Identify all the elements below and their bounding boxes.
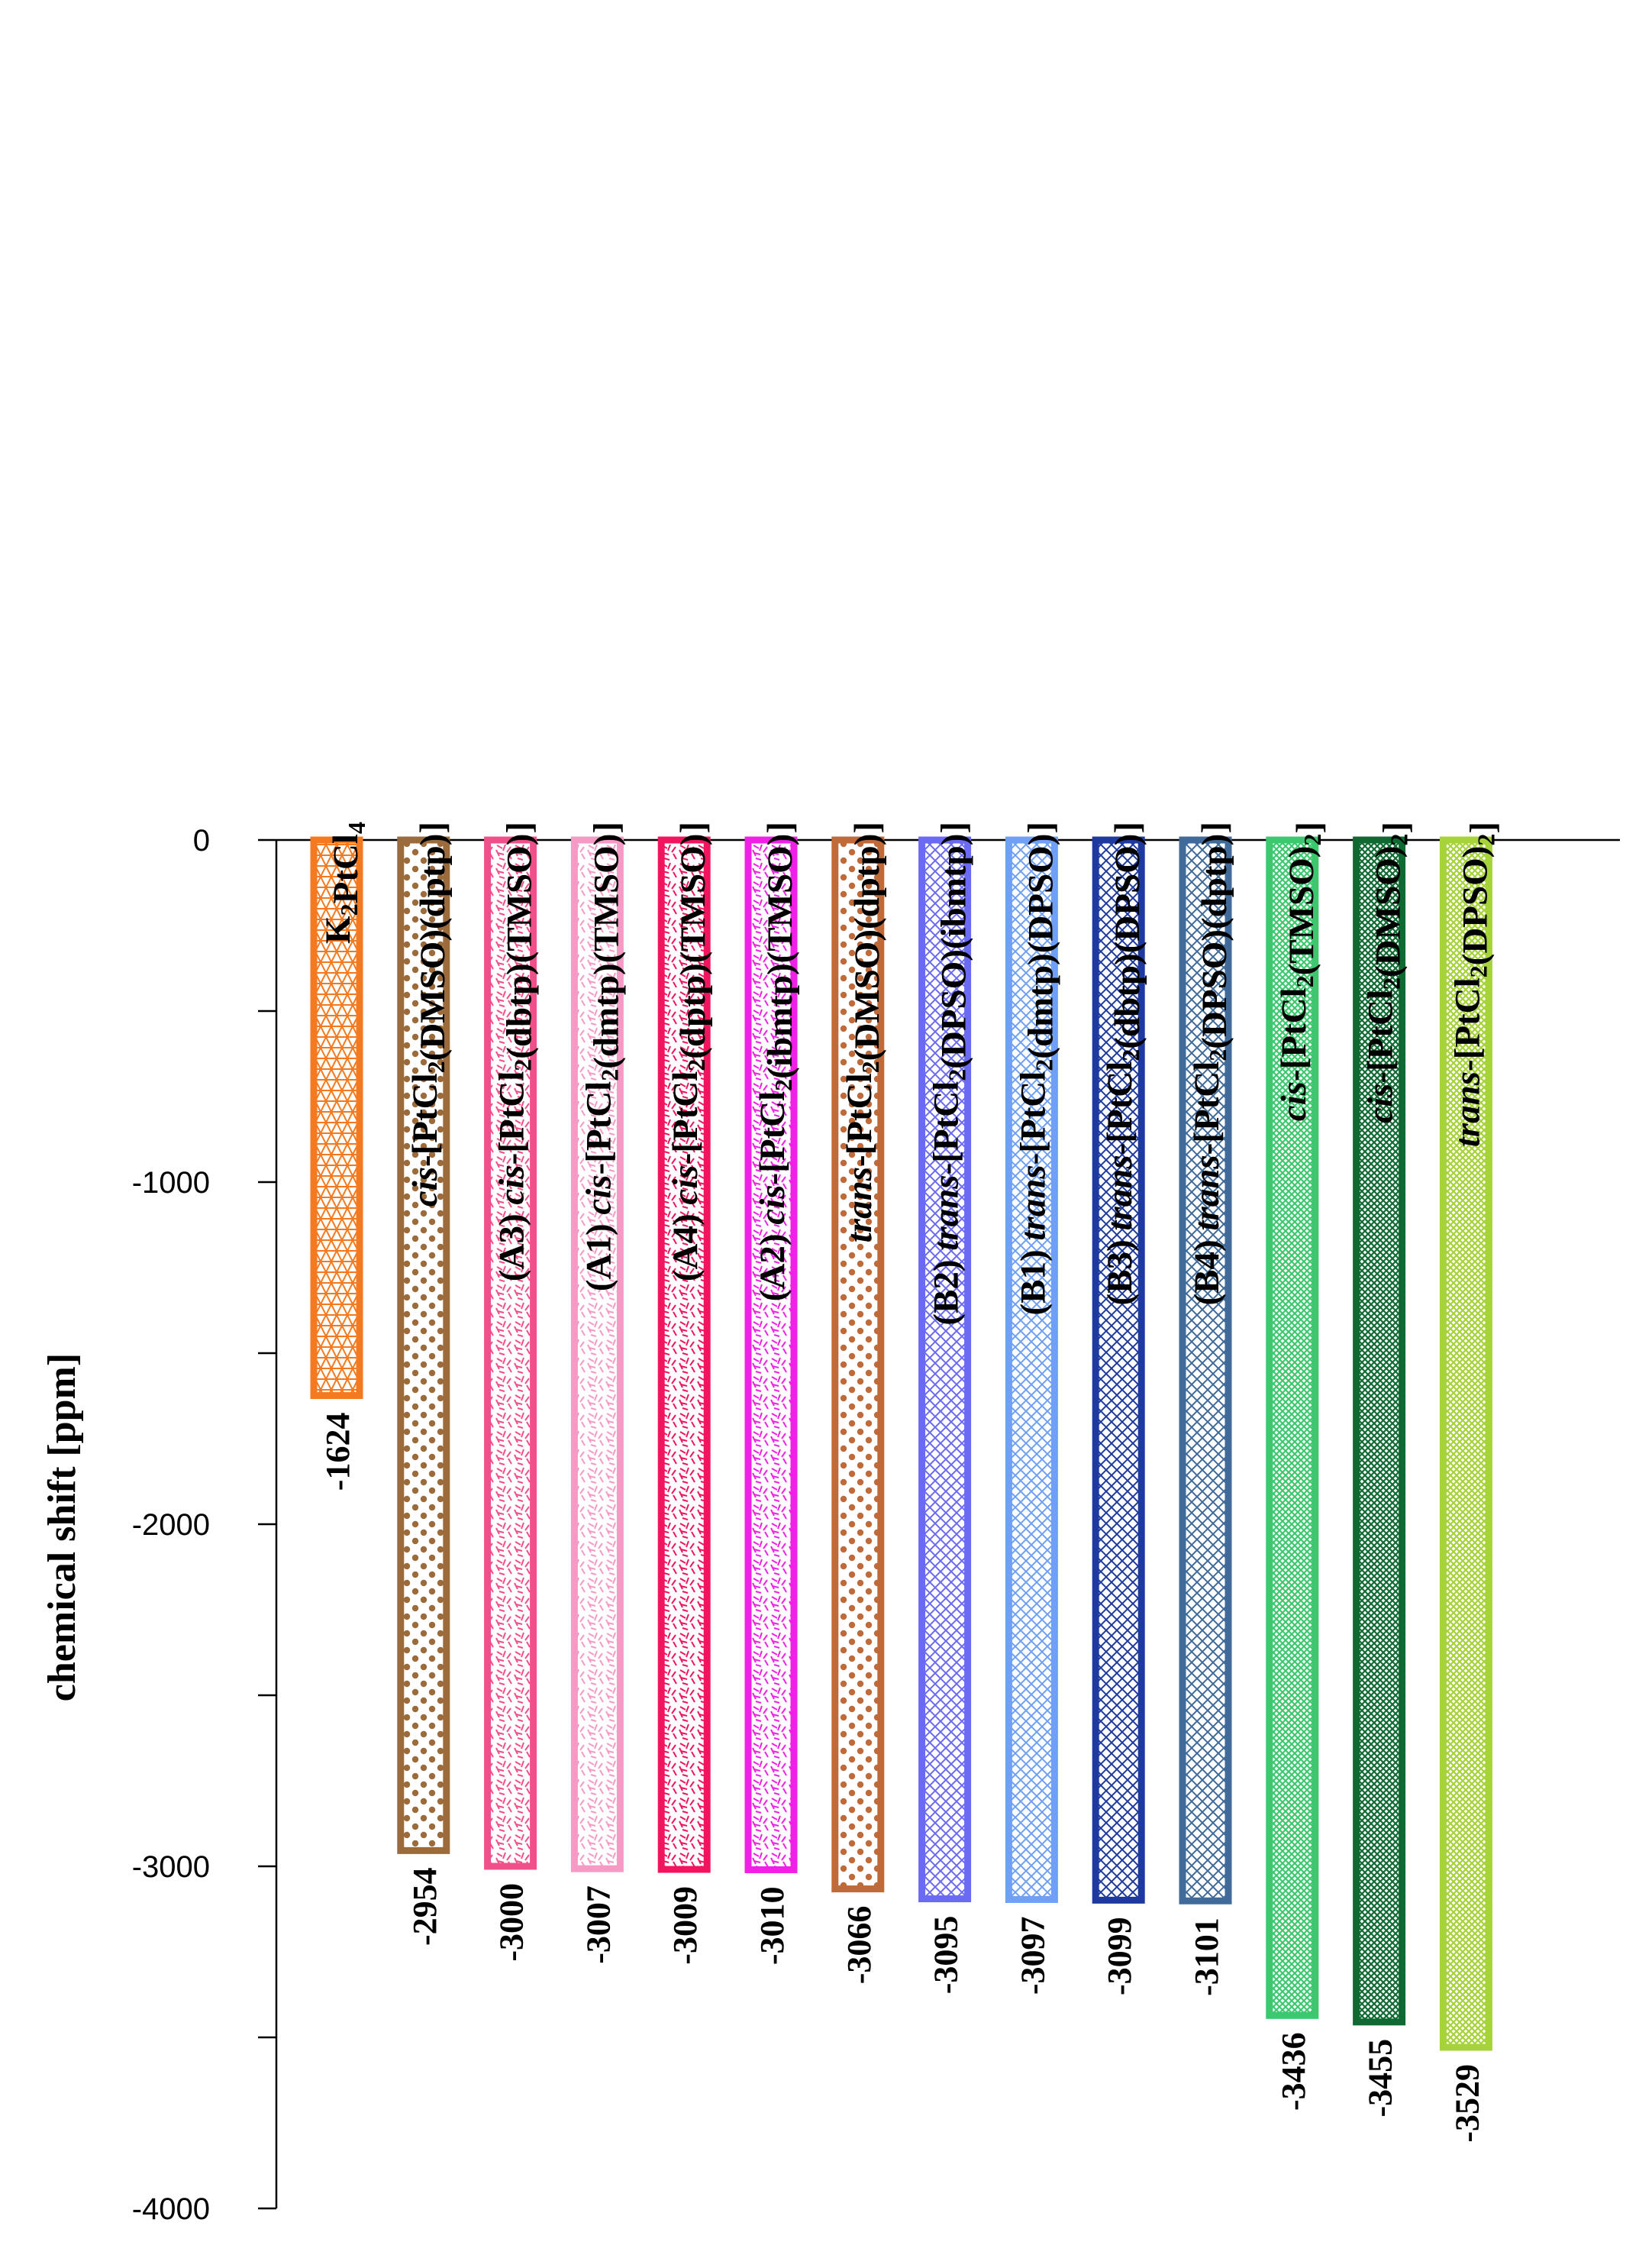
bar xyxy=(657,836,711,1873)
bar xyxy=(1353,836,1406,2026)
value-label: -3066 xyxy=(841,1906,878,1985)
value-label: -3010 xyxy=(753,1886,791,1965)
bar xyxy=(310,836,363,1400)
category-label: trans-[PtCl2(DPSO)2] xyxy=(1447,822,1502,1147)
bar xyxy=(831,836,885,1893)
category-label: (B1) trans-[PtCl2(dmtp)(DPSO)] xyxy=(1013,822,1060,1316)
bar xyxy=(1266,836,1319,2019)
category-label: (A1) cis-[PtCl2(dmtp)(TMSO)] xyxy=(579,822,626,1291)
y-tick-label: -3000 xyxy=(132,1850,210,1884)
bar xyxy=(1092,836,1145,1904)
bar xyxy=(918,836,972,1903)
category-label: (A4) cis-[PtCl2(dptp)(TMSO)] xyxy=(666,822,713,1281)
category-label: cis-[PtCl2(DMSO)(dptp)] xyxy=(405,822,453,1207)
category-label: (B4) trans-[PtCl2(DPSO)(dptp)] xyxy=(1187,822,1234,1306)
y-axis: 0 -1000 -2000 -3000 -4000 xyxy=(132,824,278,2226)
value-label: -3009 xyxy=(666,1886,704,1965)
value-label: -1624 xyxy=(319,1413,357,1491)
category-label: K2PtCl4 xyxy=(318,822,370,944)
value-label: -3099 xyxy=(1101,1917,1138,1995)
category-label: (B2) trans-[PtCl2(DPSO)(ibmtp)] xyxy=(927,822,974,1326)
value-labels: -1624 -2954 -3000 -3007 -3009 -3010 -3066 -3095… xyxy=(319,1413,1486,2143)
y-tick-label: -1000 xyxy=(132,1166,210,1200)
value-label: -3455 xyxy=(1362,2039,1399,2118)
category-label: (B3) trans-[PtCl2(dbtp)(DPSO)] xyxy=(1100,822,1147,1306)
category-label: (A3) cis-[PtCl2(dbtp)(TMSO)] xyxy=(492,822,540,1281)
bar xyxy=(1439,836,1492,2051)
value-label: -3436 xyxy=(1275,2032,1312,2111)
value-label: -3095 xyxy=(928,1916,965,1995)
value-label: -3097 xyxy=(1014,1916,1051,1995)
value-label: -3007 xyxy=(579,1885,617,1964)
category-labels: K2PtCl4 cis-[PtCl2(DMSO)(dptp)] (A3) cis-[… xyxy=(318,822,1502,1326)
bars xyxy=(310,836,1492,2051)
value-label: -3529 xyxy=(1448,2064,1486,2143)
bar xyxy=(397,836,450,1854)
category-label: cis-[PtCl2(TMSO)2] xyxy=(1274,822,1329,1121)
y-tick-label: -2000 xyxy=(132,1508,210,1542)
bar xyxy=(570,836,624,1872)
value-label: -3000 xyxy=(493,1883,531,1962)
value-label: -2954 xyxy=(406,1867,444,1946)
bar xyxy=(744,836,798,1873)
y-tick-label: -4000 xyxy=(132,2192,210,2226)
value-label: -3101 xyxy=(1188,1917,1225,1996)
category-label: trans-[PtCl2(DMSO)(dptp)] xyxy=(840,822,887,1242)
bar xyxy=(1005,836,1058,1903)
y-axis-title: chemical shift [ppm] xyxy=(40,1353,84,1701)
category-label: cis-[PtCl2(DMSO)2] xyxy=(1361,822,1416,1123)
bar xyxy=(484,836,537,1870)
category-label: (A2) cis-[PtCl2(ibmtp)(TMSO)] xyxy=(753,822,800,1301)
bar xyxy=(1179,836,1232,1904)
y-tick-label: 0 xyxy=(193,824,210,858)
